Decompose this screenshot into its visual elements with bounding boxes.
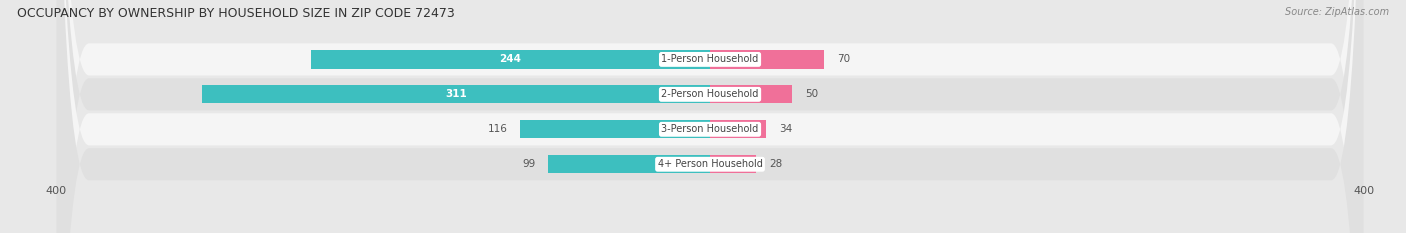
- Text: 99: 99: [522, 159, 536, 169]
- Text: Source: ZipAtlas.com: Source: ZipAtlas.com: [1285, 7, 1389, 17]
- Bar: [548, 155, 710, 173]
- FancyBboxPatch shape: [56, 0, 1364, 233]
- Bar: [520, 120, 710, 138]
- Bar: [710, 50, 824, 69]
- Text: 244: 244: [499, 55, 522, 64]
- Text: 2-Person Household: 2-Person Household: [661, 89, 759, 99]
- Bar: [710, 85, 792, 103]
- Text: 1-Person Household: 1-Person Household: [661, 55, 759, 64]
- Bar: [201, 85, 710, 103]
- Text: 311: 311: [444, 89, 467, 99]
- Bar: [710, 120, 766, 138]
- FancyBboxPatch shape: [56, 0, 1364, 233]
- FancyBboxPatch shape: [56, 0, 1364, 233]
- Bar: [710, 155, 756, 173]
- Text: 3-Person Household: 3-Person Household: [661, 124, 759, 134]
- Text: 50: 50: [804, 89, 818, 99]
- FancyBboxPatch shape: [56, 0, 1364, 233]
- Text: 34: 34: [779, 124, 792, 134]
- Text: OCCUPANCY BY OWNERSHIP BY HOUSEHOLD SIZE IN ZIP CODE 72473: OCCUPANCY BY OWNERSHIP BY HOUSEHOLD SIZE…: [17, 7, 454, 20]
- Text: 116: 116: [488, 124, 508, 134]
- Bar: [311, 50, 710, 69]
- Text: 28: 28: [769, 159, 782, 169]
- Text: 4+ Person Household: 4+ Person Household: [658, 159, 762, 169]
- Text: 70: 70: [838, 55, 851, 64]
